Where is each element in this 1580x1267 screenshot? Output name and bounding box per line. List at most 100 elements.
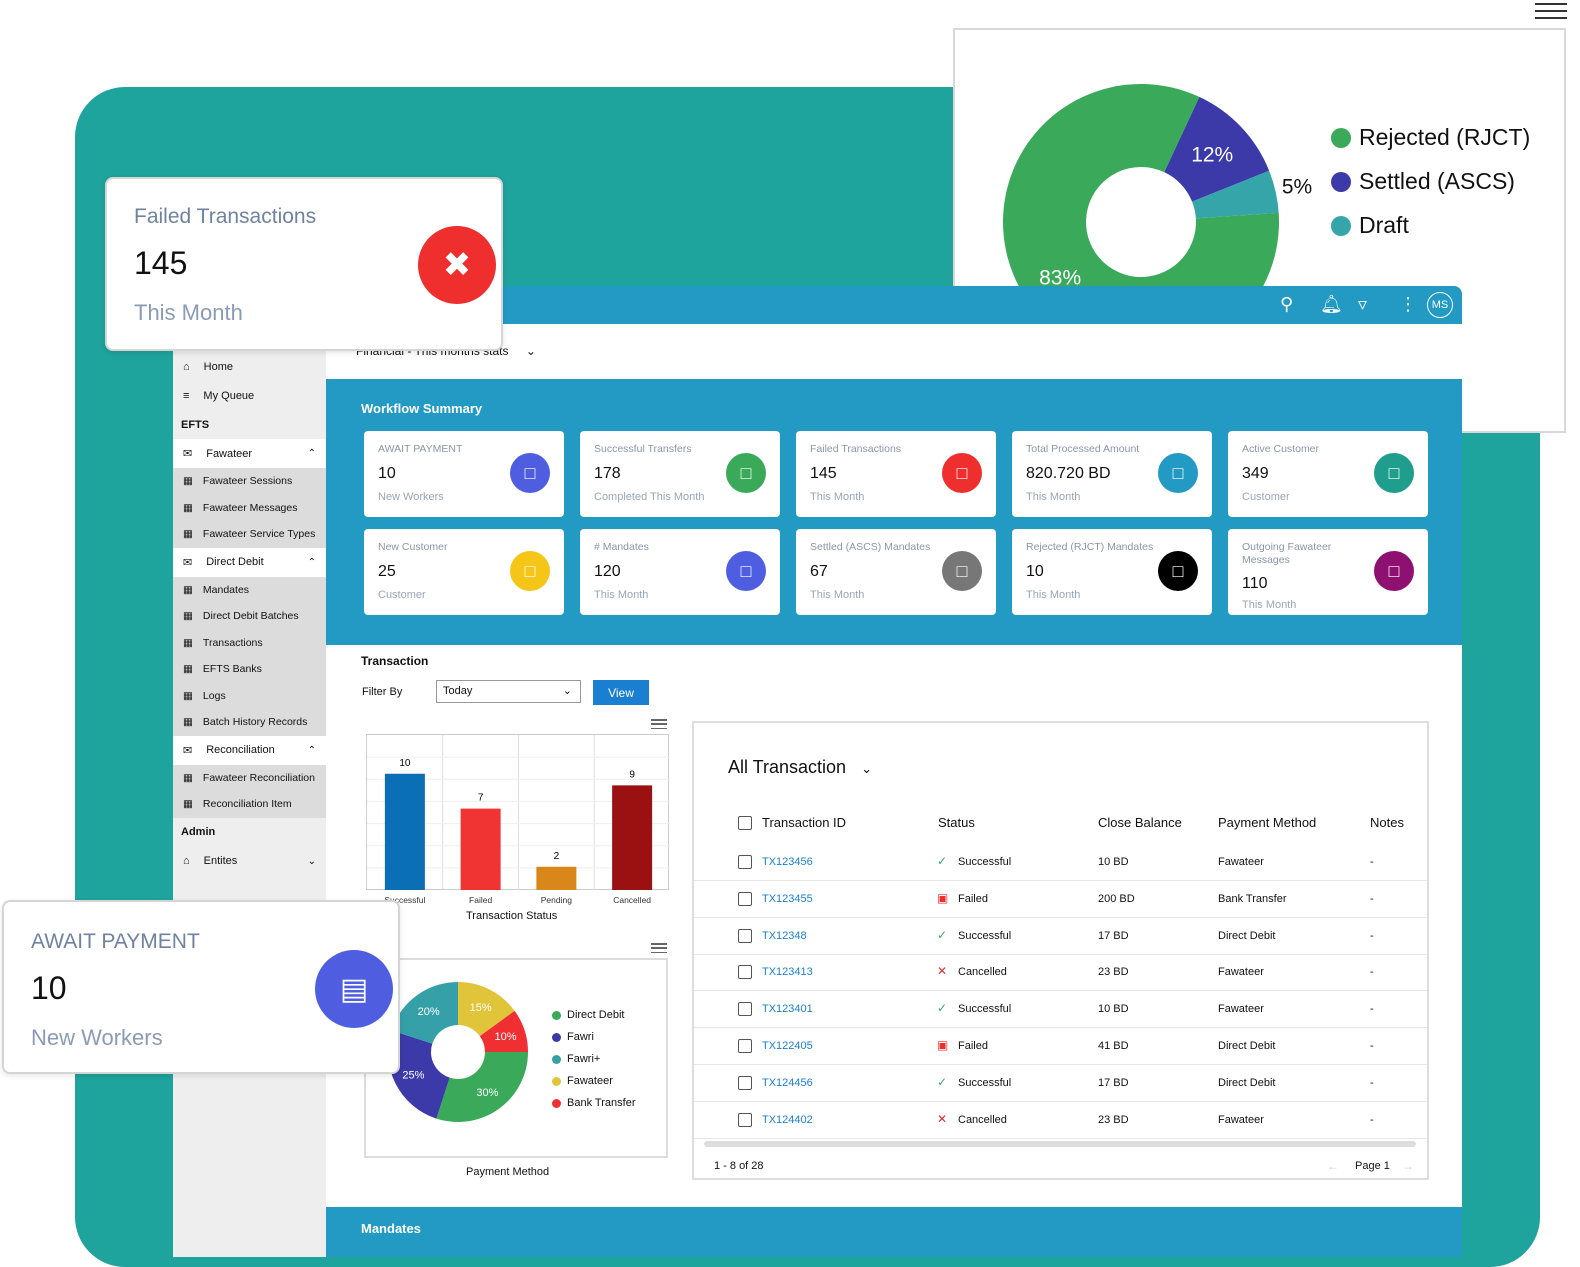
table-row[interactable]: TX123456 ✓ Successful 10 BD Fawateer - [694, 844, 1427, 881]
slice-settled-ascs-[interactable] [1164, 96, 1270, 202]
avatar[interactable]: MS [1427, 292, 1453, 318]
mandates-section-header: Mandates [326, 1207, 1462, 1257]
stat-card[interactable]: Outgoing Fawateer Messages 110 This Month □ [1228, 529, 1428, 615]
chart-menu-icon[interactable] [651, 943, 667, 953]
stat-card[interactable]: Settled (ASCS) Mandates 67 This Month □ [796, 529, 996, 615]
row-checkbox[interactable] [738, 855, 752, 869]
table-row[interactable]: TX124456 ✓ Successful 17 BD Direct Debit… [694, 1065, 1427, 1102]
bar-pending[interactable] [536, 866, 577, 890]
chart-menu-icon[interactable] [651, 719, 667, 729]
sidebar-item-home[interactable]: ⌂ Home [173, 352, 326, 381]
table-row[interactable]: TX123401 ✓ Successful 10 BD Fawateer - [694, 991, 1427, 1029]
sidebar-item-fawateer-sessions[interactable]: ▦ Fawateer Sessions [173, 468, 326, 495]
card-title: Outgoing Fawateer Messages [1242, 541, 1332, 566]
bar-failed[interactable] [460, 808, 501, 890]
sidebar-item-entities[interactable]: ⌂ Entites ⌄ [173, 847, 326, 876]
stat-card[interactable]: New Customer 25 Customer □ [364, 529, 564, 615]
stat-card[interactable]: # Mandates 120 This Month □ [580, 529, 780, 615]
row-checkbox[interactable] [738, 891, 752, 906]
column-header[interactable]: Close Balance [1098, 815, 1182, 830]
bar-successful[interactable] [384, 773, 425, 890]
column-header[interactable]: Notes [1370, 815, 1404, 830]
transaction-id-link[interactable]: TX124402 [762, 1113, 813, 1126]
stat-card[interactable]: Successful Transfers 178 Completed This Mo… [580, 431, 780, 517]
card-subtitle: Customer [378, 589, 426, 601]
sidebar-item-transactions[interactable]: ▦ Transactions [173, 629, 326, 656]
row-checkbox[interactable] [738, 1039, 752, 1053]
filter-icon[interactable]: ▿ [1358, 294, 1368, 314]
legend-item: Fawri+ [552, 1048, 635, 1070]
close-balance: 17 BD [1098, 929, 1129, 942]
row-checkbox[interactable] [738, 1112, 752, 1127]
status-cancelled-icon: ✕ [937, 1111, 948, 1126]
table-row[interactable]: TX123455 ▣ Failed 200 BD Bank Transfer - [694, 881, 1427, 918]
select-all-checkbox[interactable] [738, 816, 752, 830]
main-content: Financial - This months stats ⌄ Workflow… [326, 324, 1462, 1257]
more-vertical-icon[interactable]: ⋮ [1399, 294, 1417, 314]
transaction-id-link[interactable]: TX123456 [762, 856, 813, 868]
sidebar-group-direct-debit[interactable]: ✉ Direct Debit ⌃ [173, 547, 326, 577]
slice-fawri[interactable] [388, 1030, 450, 1119]
transaction-id-link[interactable]: TX12348 [762, 929, 807, 942]
column-header[interactable]: Transaction ID [762, 815, 847, 830]
row-checkbox[interactable] [738, 1002, 752, 1017]
horizontal-scrollbar[interactable] [704, 1141, 1416, 1147]
sidebar-item-fawateer-reconciliation[interactable]: ▦ Fawateer Reconciliation [173, 764, 326, 791]
bar-cancelled[interactable] [612, 785, 653, 890]
stat-card[interactable]: AWAIT PAYMENT 10 New Workers □ [364, 431, 564, 517]
transaction-id-link[interactable]: TX123455 [762, 892, 813, 905]
slice-direct-debit[interactable] [436, 1052, 528, 1122]
sidebar-item-batch-history[interactable]: ▦ Batch History Records [173, 709, 326, 736]
sidebar-item-reconciliation-item[interactable]: ▦ Reconciliation Item [173, 791, 326, 818]
sidebar-item-fawateer-messages[interactable]: ▦ Fawateer Messages [173, 494, 326, 521]
sidebar-group-reconciliation[interactable]: ✉ Reconciliation ⌃ [173, 735, 326, 765]
prev-page-icon[interactable]: ← [1327, 1159, 1339, 1173]
page-indicator: Page 1 [1355, 1160, 1390, 1172]
stat-card[interactable]: Active Customer 349 Customer □ [1228, 431, 1428, 517]
sidebar-item-fawateer-service-types[interactable]: ▦ Fawateer Service Types [173, 521, 326, 548]
sidebar-item-mandates[interactable]: ▦ Mandates [173, 576, 326, 603]
table-title[interactable]: All Transaction ⌄ [728, 757, 872, 777]
table-row[interactable]: TX123413 ✕ Cancelled 23 BD Fawateer - [694, 954, 1427, 992]
table-row[interactable]: TX12348 ✓ Successful 17 BD Direct Debit … [694, 918, 1427, 955]
sidebar-item-direct-debit-batches[interactable]: ▦ Direct Debit Batches [173, 603, 326, 630]
row-checkbox[interactable] [738, 928, 752, 943]
transaction-id-link[interactable]: TX123413 [762, 966, 813, 979]
transaction-id-link[interactable]: TX124456 [762, 1076, 813, 1089]
table-row[interactable]: TX122405 ▣ Failed 41 BD Direct Debit - [694, 1028, 1427, 1065]
filter-select[interactable]: Today ⌄ [436, 680, 581, 703]
card-value: 110 [1242, 575, 1268, 592]
transaction-id-link[interactable]: TX123401 [762, 1003, 813, 1016]
user-icon: □ [510, 551, 550, 591]
hamburger-menu-icon[interactable] [1535, 3, 1567, 19]
table-icon: ▦ [183, 716, 193, 729]
file-x-icon: ✖ [418, 226, 496, 304]
sidebar-item-efts-banks[interactable]: ▦ EFTS Banks [173, 656, 326, 683]
sidebar-item-logs[interactable]: ▦ Logs [173, 682, 326, 709]
column-header[interactable]: Payment Method [1218, 815, 1317, 830]
row-checkbox[interactable] [738, 965, 752, 980]
next-page-icon[interactable]: → [1402, 1159, 1414, 1173]
table-row[interactable]: TX124402 ✕ Cancelled 23 BD Fawateer - [694, 1102, 1427, 1139]
legend-item: Bank Transfer [552, 1092, 635, 1114]
legend-swatch [552, 1076, 561, 1086]
column-header[interactable]: Status [938, 815, 975, 830]
sidebar-group-fawateer[interactable]: ✉ Fawateer ⌃ [173, 439, 326, 468]
view-button[interactable]: View [593, 680, 649, 705]
slice-fawri+[interactable] [391, 982, 458, 1044]
row-checkbox[interactable] [738, 1075, 752, 1090]
stat-card[interactable]: Failed Transactions 145 This Month □ [796, 431, 996, 517]
sidebar-item-my-queue[interactable]: ≡ My Queue [173, 381, 326, 410]
legend-item: Fawri [552, 1026, 635, 1048]
bar-category-label: Pending [541, 895, 572, 905]
card-title: AWAIT PAYMENT [378, 443, 463, 455]
stat-card[interactable]: Rejected (RJCT) Mandates 10 This Month □ [1012, 529, 1212, 615]
slice-draft[interactable] [1192, 170, 1279, 219]
transaction-id-link[interactable]: TX122405 [762, 1040, 813, 1052]
status-successful-icon: ✓ [937, 1074, 948, 1089]
stat-card[interactable]: Total Processed Amount 820.720 BD This Mon… [1012, 431, 1212, 517]
bell-icon[interactable]: 🔔︎ [1320, 294, 1343, 314]
slice-fawateer[interactable] [458, 982, 515, 1037]
slice-bank-transfer[interactable] [479, 1010, 528, 1052]
search-icon[interactable]: ⚲ [1280, 294, 1294, 314]
